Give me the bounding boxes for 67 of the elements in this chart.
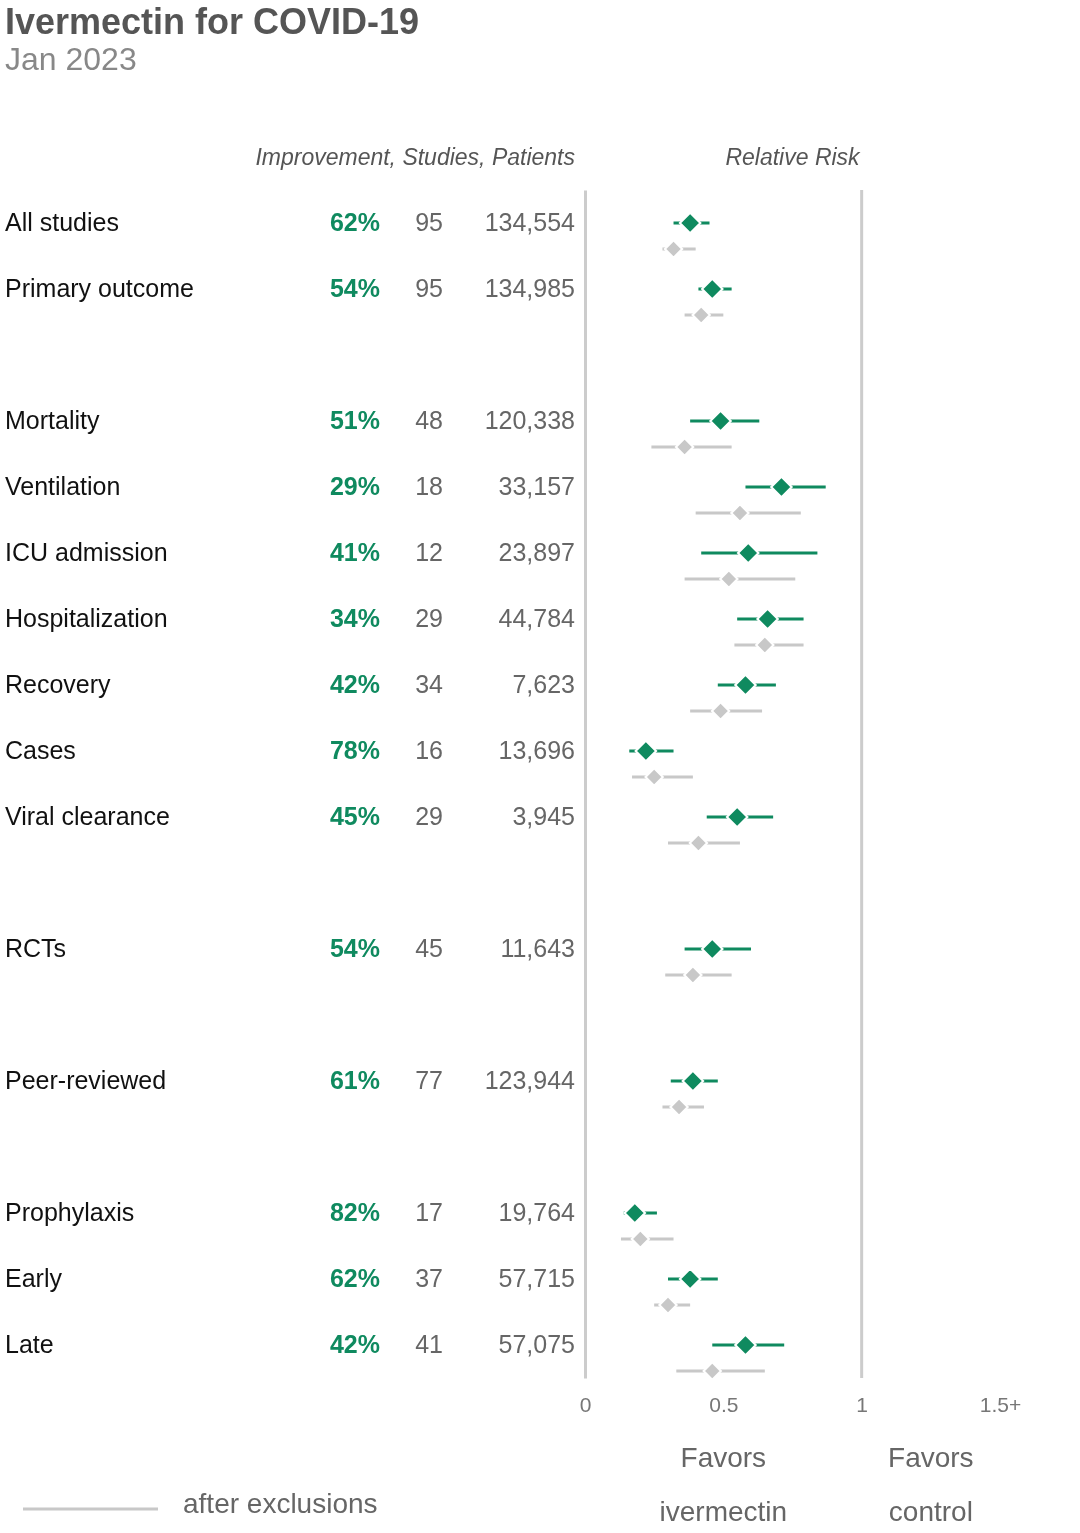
data-label: 16: [415, 736, 443, 764]
data-label: 29: [415, 802, 443, 830]
data-label: 19,764: [498, 1198, 576, 1226]
text: Improvement, Studies, Patients: [255, 144, 576, 170]
category-label: Ventilation: [5, 472, 121, 500]
data-label: 45: [415, 934, 443, 962]
data-label: 34: [415, 670, 444, 698]
data-label: 13,696: [498, 736, 575, 764]
category-label: RCTs: [5, 934, 67, 962]
data-label: 51%: [329, 406, 380, 434]
data-label: 120,338: [484, 406, 575, 434]
data-label: 12: [415, 538, 443, 566]
data-label: 33,157: [498, 472, 575, 500]
data-label: 18: [415, 472, 443, 500]
data-label: 134,985: [484, 274, 575, 302]
category-label: Primary outcome: [5, 274, 194, 302]
data-label: 42%: [329, 1330, 380, 1358]
data-label: 82%: [329, 1198, 380, 1226]
text: Favors ivermectin: [659, 1442, 788, 1527]
x-tick-label: 1: [856, 1392, 869, 1416]
text: Ivermectin for COVID-19: [5, 1, 420, 42]
x-tick-label: 1.5+: [979, 1392, 1022, 1416]
category-label: All studies: [5, 208, 119, 236]
data-label: 44,784: [498, 604, 576, 632]
category-label: Peer-reviewed: [5, 1066, 167, 1094]
legend-label: after exclusions: [183, 1488, 378, 1519]
data-label: 29%: [329, 472, 380, 500]
data-label: 34%: [329, 604, 380, 632]
x-tick-label: 0.5: [709, 1392, 739, 1416]
data-label: 123,944: [484, 1066, 576, 1094]
x-tick-label: 0: [579, 1392, 592, 1416]
data-label: 95: [415, 274, 443, 302]
data-label: 62%: [329, 208, 380, 236]
chart-title: Relative Risk: [725, 144, 862, 170]
category-label: Hospitalization: [5, 604, 168, 632]
data-label: 41%: [329, 538, 380, 566]
category-label: Mortality: [5, 406, 100, 434]
category-label: ICU admission: [5, 538, 168, 566]
data-label: 54%: [329, 934, 380, 962]
data-label: 78%: [329, 736, 380, 764]
data-label: 7,623: [512, 670, 575, 698]
data-label: 45%: [329, 802, 380, 830]
category-label: Prophylaxis: [5, 1198, 135, 1226]
data-label: 11,643: [500, 934, 575, 962]
data-label: 37: [415, 1264, 443, 1292]
text: Jan 2023: [5, 41, 137, 77]
data-label: 62%: [329, 1264, 380, 1292]
data-label: 134,554: [484, 208, 576, 236]
data-label: 29: [415, 604, 443, 632]
category-label: Recovery: [5, 670, 112, 698]
data-label: 95: [415, 208, 443, 236]
data-label: 57,075: [498, 1330, 575, 1358]
text: Favors control: [888, 1442, 974, 1527]
data-label: 41: [415, 1330, 443, 1358]
data-label: 17: [415, 1198, 443, 1226]
category-label: Late: [5, 1330, 54, 1358]
data-label: 48: [415, 406, 443, 434]
data-label: 3,945: [512, 802, 575, 830]
category-label: Viral clearance: [5, 802, 170, 830]
data-label: 57,715: [498, 1264, 575, 1292]
data-label: 23,897: [498, 538, 575, 566]
data-label: 42%: [329, 670, 380, 698]
data-label: 77: [415, 1066, 443, 1094]
category-label: Cases: [5, 736, 76, 764]
category-label: Early: [5, 1264, 63, 1292]
data-label: 54%: [329, 274, 380, 302]
data-label: 61%: [329, 1066, 380, 1094]
